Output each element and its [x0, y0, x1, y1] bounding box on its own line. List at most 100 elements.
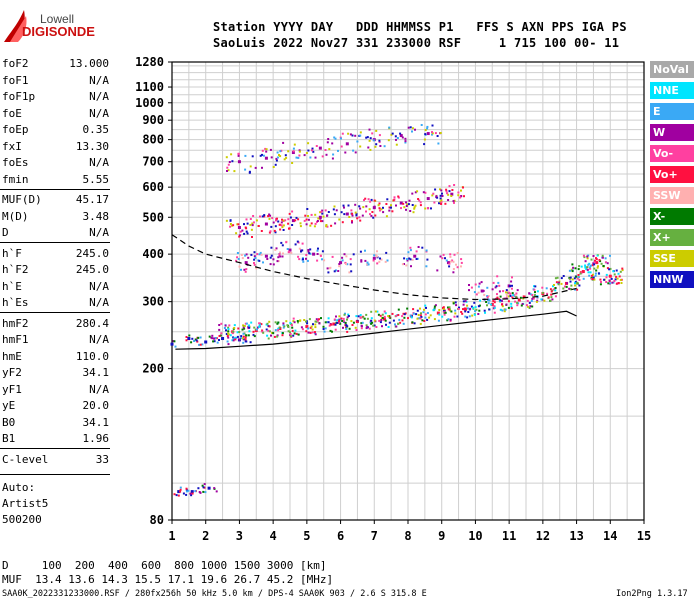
echo-point [421, 246, 424, 249]
echo-point [425, 249, 428, 252]
echo-point [473, 291, 476, 294]
param-row: yF2 34.1 [2, 366, 109, 381]
echo-point [531, 305, 534, 308]
echo-point [554, 277, 557, 280]
echo-point [397, 314, 400, 316]
echo-point [297, 321, 299, 324]
echo-point [386, 259, 389, 262]
echo-point [568, 269, 571, 272]
echo-point [212, 340, 215, 343]
echo-point [241, 337, 244, 340]
x-tick-label: 9 [438, 529, 445, 543]
echo-point [251, 236, 253, 238]
legend-item-sse: SSE [650, 250, 694, 267]
echo-point [436, 135, 439, 137]
echo-point [253, 335, 256, 338]
echo-point [452, 302, 455, 305]
echo-point [244, 154, 247, 157]
echo-point [488, 308, 491, 311]
data-point [446, 261, 450, 265]
echo-point [261, 153, 263, 156]
data-point [312, 252, 316, 256]
series-es-e-trace [170, 334, 252, 497]
echo-point [355, 315, 358, 318]
echo-point [471, 314, 474, 317]
echo-point [293, 143, 296, 146]
echo-point [352, 321, 355, 324]
echo-point [296, 320, 299, 322]
echo-point [232, 330, 235, 333]
echo-point [346, 316, 349, 319]
echo-point [377, 204, 380, 207]
echo-point [277, 220, 280, 223]
echo-point [285, 320, 288, 323]
data-point [332, 322, 336, 326]
echo-point [514, 294, 517, 297]
echo-point [319, 254, 322, 257]
echo-point [255, 219, 258, 222]
echo-point [440, 203, 443, 205]
x-tick-label: 12 [536, 529, 550, 543]
echo-point [275, 247, 278, 250]
echo-point [430, 207, 432, 210]
echo-point [246, 222, 249, 225]
echo-point [574, 267, 577, 270]
echo-point [612, 270, 615, 273]
echo-point [266, 258, 269, 260]
echo-point [275, 159, 278, 162]
echo-point [613, 273, 616, 276]
echo-point [394, 323, 396, 326]
echo-point [424, 129, 427, 131]
echo-point [285, 241, 288, 244]
echo-point [175, 494, 178, 497]
echo-point [376, 250, 378, 253]
echo-point [381, 316, 384, 319]
echo-point [552, 288, 555, 291]
echo-point [326, 321, 329, 324]
echo-point [245, 227, 248, 230]
echo-point [231, 339, 234, 342]
echo-point [496, 296, 499, 299]
echo-point [276, 217, 278, 220]
echo-point [473, 313, 476, 316]
echo-point [326, 225, 329, 228]
echo-point [588, 274, 591, 277]
echo-point [516, 304, 519, 307]
echo-point [457, 191, 460, 194]
echo-point [333, 270, 336, 273]
echo-point [348, 271, 351, 274]
echo-point [229, 223, 232, 225]
header-labels: Station YYYY DAY DDD HHMMSS P1 FFS S AXN… [213, 20, 627, 34]
echo-point [409, 258, 412, 261]
echo-point [261, 166, 263, 169]
echo-point [592, 276, 595, 279]
echo-point [493, 306, 496, 309]
footer-muf-line: MUF 13.4 13.6 14.3 15.5 17.1 19.6 26.7 4… [2, 573, 334, 586]
echo-point [397, 308, 400, 311]
param-row: fxI 13.30 [2, 140, 109, 155]
echo-point [486, 286, 489, 289]
echo-point [354, 134, 357, 137]
echo-point [346, 263, 349, 266]
echo-point [228, 161, 231, 163]
echo-point [314, 332, 317, 335]
echo-point [535, 300, 538, 303]
echo-point [397, 196, 400, 199]
echo-point [301, 257, 304, 260]
echo-point [405, 264, 408, 267]
echo-point [335, 315, 337, 318]
echo-point [226, 340, 229, 343]
echo-point [440, 189, 443, 192]
echo-point [371, 211, 374, 213]
echo-point [325, 153, 328, 156]
echo-point [272, 332, 275, 335]
echo-point [211, 334, 214, 337]
echo-point [418, 199, 421, 202]
echo-point [312, 150, 315, 153]
echo-point [301, 328, 304, 331]
echo-point [327, 271, 330, 274]
echo-point [590, 278, 593, 281]
echo-point [279, 150, 282, 153]
echo-point [318, 322, 321, 325]
echo-point [432, 192, 435, 195]
